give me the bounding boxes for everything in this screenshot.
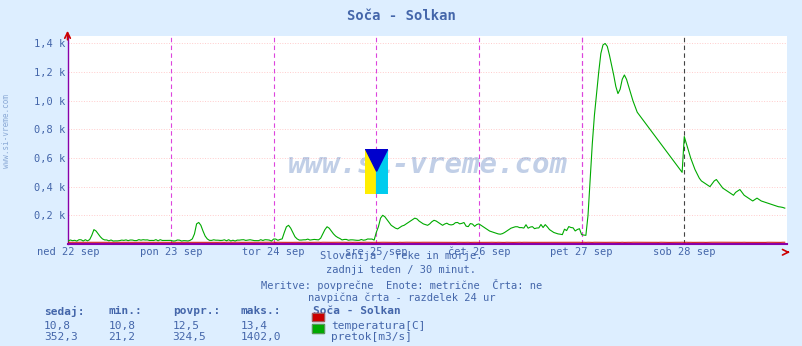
Text: 10,8: 10,8 [44,321,71,331]
Text: sedaj:: sedaj: [44,306,84,317]
Text: www.si-vreme.com: www.si-vreme.com [287,151,567,179]
Text: Soča - Solkan: Soča - Solkan [346,9,456,22]
Polygon shape [365,149,376,194]
Text: 13,4: 13,4 [241,321,268,331]
Text: 352,3: 352,3 [44,332,78,342]
Text: Meritve: povprečne  Enote: metrične  Črta: ne: Meritve: povprečne Enote: metrične Črta:… [261,279,541,291]
Text: 10,8: 10,8 [108,321,136,331]
Text: 21,2: 21,2 [108,332,136,342]
Polygon shape [376,149,387,194]
Text: temperatura[C]: temperatura[C] [330,321,425,331]
Text: www.si-vreme.com: www.si-vreme.com [2,94,11,169]
Text: min.:: min.: [108,306,142,316]
Text: 324,5: 324,5 [172,332,206,342]
Polygon shape [365,149,387,171]
Text: Slovenija / reke in morje.: Slovenija / reke in morje. [320,251,482,261]
Text: 1402,0: 1402,0 [241,332,281,342]
Text: 12,5: 12,5 [172,321,200,331]
Text: zadnji teden / 30 minut.: zadnji teden / 30 minut. [326,265,476,275]
Text: Soča - Solkan: Soča - Solkan [313,306,400,316]
Text: navpična črta - razdelek 24 ur: navpična črta - razdelek 24 ur [307,292,495,303]
Text: pretok[m3/s]: pretok[m3/s] [330,332,411,342]
Text: povpr.:: povpr.: [172,306,220,316]
Text: maks.:: maks.: [241,306,281,316]
